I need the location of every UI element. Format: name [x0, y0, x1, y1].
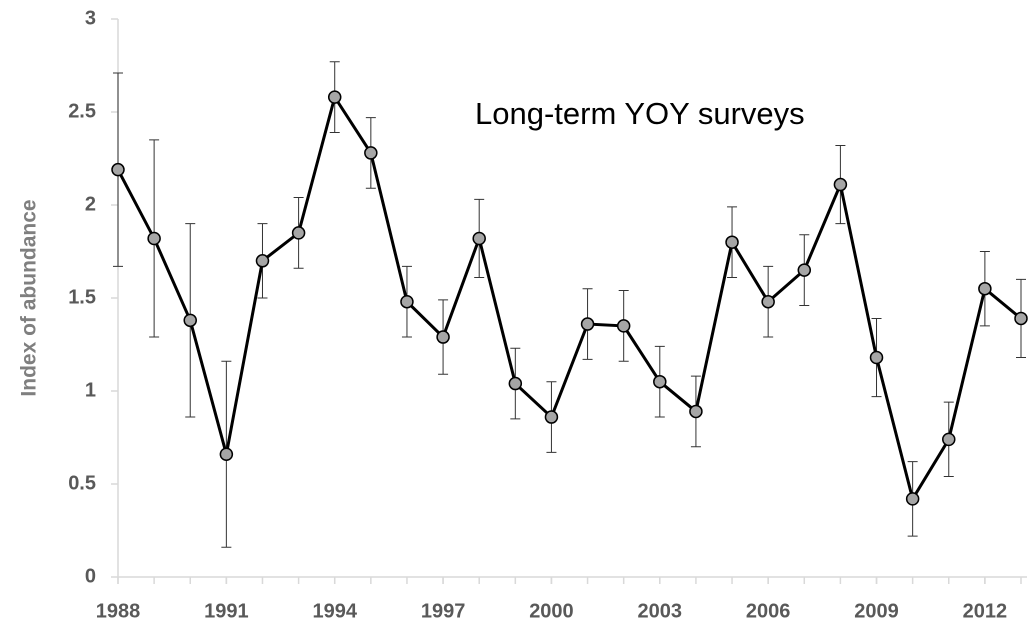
marker [689, 404, 703, 419]
marker [725, 235, 739, 249]
marker [219, 447, 234, 461]
marker [327, 90, 342, 104]
x-tick-label: 2009 [854, 600, 899, 622]
marker [544, 410, 559, 424]
marker [183, 313, 197, 328]
x-tick-label: 2012 [963, 600, 1008, 622]
y-tick-label: 3 [85, 7, 96, 29]
x-tick-label: 1991 [204, 600, 249, 622]
y-tick-label: 1.5 [68, 286, 96, 308]
y-tick-label: 2.5 [68, 100, 96, 122]
series-line [116, 93, 1022, 503]
marker [869, 350, 884, 365]
marker [291, 226, 306, 240]
marker [978, 281, 992, 296]
x-tick-label: 2003 [638, 600, 683, 622]
y-axis-label: Index of abundance [18, 199, 41, 396]
marker [761, 294, 775, 309]
marker [942, 432, 956, 447]
marker [364, 146, 378, 160]
marker [255, 254, 270, 268]
annotation: Long-term YOY surveys [475, 96, 805, 131]
marker [905, 492, 920, 506]
x-tick-label: 1988 [96, 600, 141, 622]
y-tick-label: 2 [85, 193, 96, 215]
x-tick-label: 2006 [746, 600, 791, 622]
marker [147, 231, 161, 246]
x-tick-label: 2000 [529, 600, 574, 622]
marker [653, 374, 667, 389]
marker [797, 263, 812, 277]
marker [400, 294, 414, 309]
y-tick-label: 0 [85, 565, 96, 587]
marker [472, 231, 486, 246]
marker [508, 376, 523, 391]
marker [580, 317, 595, 331]
y-tick-label: 1 [85, 379, 96, 401]
marker [436, 330, 450, 344]
y-tick-label: 0.5 [68, 472, 96, 494]
marker [1014, 311, 1028, 326]
marker [833, 177, 848, 192]
marker [111, 162, 125, 177]
marker [616, 319, 631, 333]
x-tick-label: 1997 [421, 600, 466, 622]
x-tick-label: 1994 [312, 600, 357, 622]
